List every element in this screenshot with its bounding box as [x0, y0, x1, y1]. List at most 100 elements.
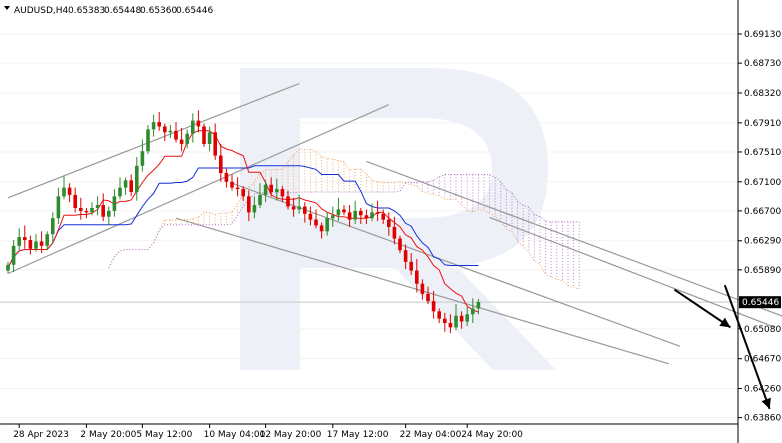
candle-body — [286, 196, 290, 207]
forecast-down-arrowhead — [761, 397, 771, 409]
candle-body — [387, 219, 391, 227]
candle-body — [135, 165, 139, 192]
candle-body — [375, 212, 380, 214]
ohlc-open: 0.65383 — [68, 6, 105, 16]
candle-body — [364, 215, 369, 219]
x-tick-label: 5 May 12:00 — [136, 430, 192, 440]
candle-body — [11, 245, 16, 265]
grid-lines — [0, 33, 738, 419]
y-tick-label: 0.64260 — [744, 385, 781, 395]
candle-body — [241, 189, 245, 197]
candle-body — [219, 155, 223, 174]
candle-body — [459, 315, 464, 322]
candle-body — [297, 206, 301, 210]
candle-body — [247, 196, 251, 213]
candle-body — [28, 240, 33, 249]
candle-body — [202, 126, 206, 144]
candle-body — [403, 250, 408, 262]
candle-body — [263, 184, 268, 195]
candle-body — [129, 180, 133, 192]
candle-body — [476, 301, 481, 309]
candle-body — [118, 187, 122, 197]
y-tick-label: 0.65890 — [744, 266, 781, 276]
candle-body — [39, 241, 44, 246]
ohlc-high: 0.65448 — [104, 6, 141, 16]
current-price-label: 0.65446 — [742, 298, 779, 308]
y-tick-label: 0.67100 — [744, 178, 781, 188]
y-tick-label: 0.64670 — [744, 355, 781, 365]
candle-body — [454, 315, 458, 328]
candle-body — [471, 308, 475, 315]
candle-body — [336, 209, 341, 216]
y-tick-label: 0.68320 — [744, 89, 781, 99]
candle-body — [465, 314, 469, 322]
channel-line — [7, 104, 390, 275]
candle-body — [437, 311, 441, 319]
candle-body — [90, 207, 94, 213]
candle-body — [420, 283, 425, 294]
candle-body — [269, 184, 273, 192]
senkou-span-b-line — [108, 174, 580, 268]
candle-body — [191, 120, 195, 134]
candle-body — [426, 293, 430, 302]
x-tick-label: 28 Apr 2023 — [13, 430, 69, 440]
symbol-label: AUDUSD,H4 — [14, 6, 69, 16]
price-axis — [0, 0, 739, 443]
candle-body — [392, 226, 397, 239]
candle-body — [185, 133, 189, 144]
y-tick-label: 0.69130 — [744, 30, 781, 40]
candle-body — [112, 196, 117, 211]
x-tick-label: 12 May 20:00 — [260, 430, 322, 440]
candle-body — [207, 132, 212, 144]
dropdown-triangle-icon[interactable] — [4, 6, 10, 10]
candle-body — [67, 187, 72, 195]
ohlc-low: 0.65360 — [140, 6, 177, 16]
candle-body — [196, 120, 201, 127]
y-tick-label: 0.65080 — [744, 325, 781, 335]
current-price-box — [739, 296, 781, 309]
candle-body — [17, 237, 21, 246]
candle-body — [347, 212, 352, 220]
candle-body — [140, 151, 145, 166]
candle-body — [23, 237, 27, 241]
candle-body — [398, 238, 402, 251]
candle-body — [230, 181, 234, 188]
candle-body — [62, 187, 66, 197]
y-tick-label: 0.66290 — [744, 237, 781, 247]
y-tick-label: 0.63860 — [744, 414, 781, 424]
candle-body — [174, 130, 178, 140]
candle-body — [325, 218, 329, 232]
candle-body — [73, 194, 77, 208]
candle-body — [95, 205, 100, 208]
candle-body — [431, 301, 436, 312]
candle-body — [409, 261, 413, 271]
candle-body — [275, 189, 279, 192]
candle-body — [123, 180, 128, 188]
candle-body — [331, 215, 335, 219]
y-tick-label: 0.66700 — [744, 207, 781, 217]
channel-line — [489, 216, 776, 328]
channel-line — [7, 82, 300, 199]
y-tick-label: 0.68730 — [744, 59, 781, 69]
x-tick-label: 10 May 04:00 — [204, 430, 266, 440]
candle-body — [224, 173, 229, 182]
candle-body — [252, 205, 257, 213]
candle-body — [6, 264, 10, 271]
x-tick-label: 22 May 04:00 — [400, 430, 462, 440]
candle-body — [280, 189, 285, 197]
candle-body — [51, 218, 55, 235]
senkou-span-a-line — [108, 148, 580, 290]
y-tick-label: 0.67510 — [744, 148, 781, 158]
candle-body — [168, 130, 173, 133]
symbol-header: AUDUSD,H4 0.65383 0.65448 0.65360 0.6544… — [4, 6, 213, 16]
candle-body — [235, 187, 240, 190]
ohlc-close: 0.65446 — [176, 6, 213, 16]
candle-body — [314, 219, 318, 226]
candle-body — [163, 126, 167, 133]
x-tick-label: 2 May 20:00 — [80, 430, 136, 440]
candle-body — [303, 206, 307, 214]
candle-body — [353, 210, 357, 220]
candle-body — [157, 122, 161, 127]
candle-body — [56, 196, 61, 219]
x-tick-label: 24 May 20:00 — [461, 430, 523, 440]
